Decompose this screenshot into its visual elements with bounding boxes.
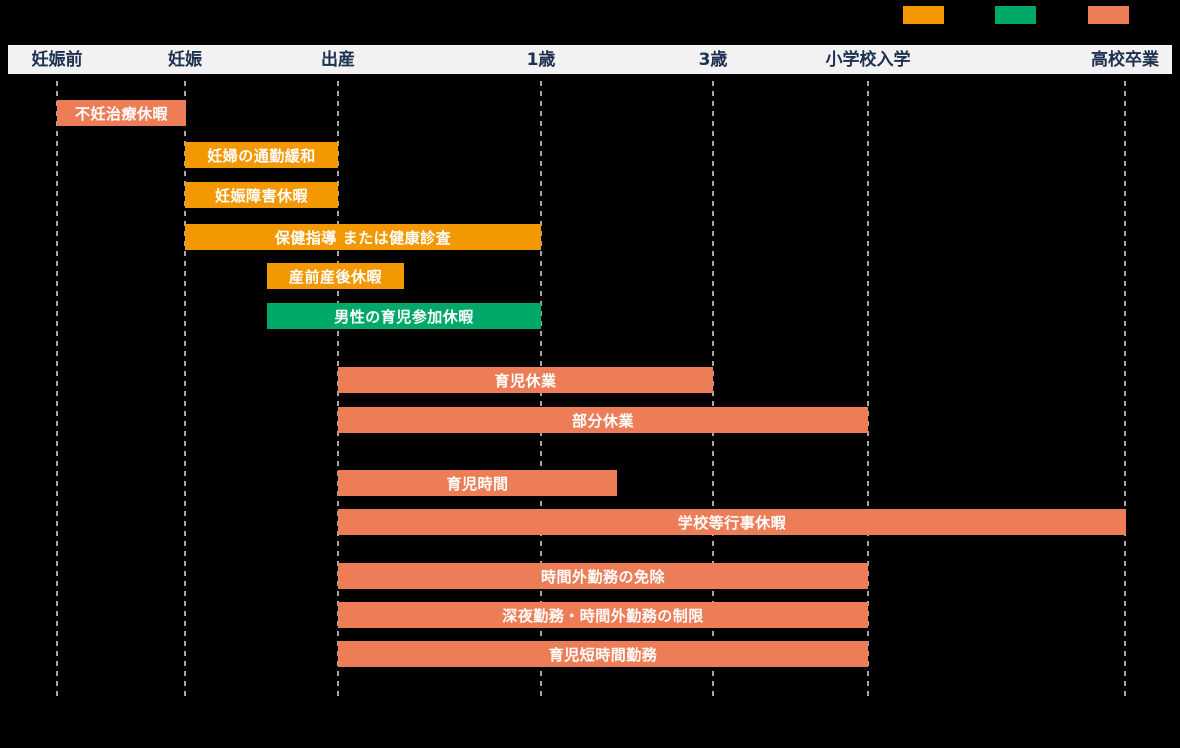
bar-4: 産前産後休暇 xyxy=(267,263,404,289)
bar-6: 育児休業 xyxy=(338,367,713,393)
bar-label: 部分休業 xyxy=(571,411,634,430)
milestone-label-6: 高校卒業 xyxy=(1091,49,1159,70)
milestone-label-5: 小学校入学 xyxy=(825,49,911,70)
bar-5: 男性の育児参加休暇 xyxy=(267,303,541,329)
grid-line-4 xyxy=(712,81,714,696)
milestone-label-1: 妊娠 xyxy=(168,49,202,70)
legend-green-swatch xyxy=(995,6,1036,24)
bar-label: 妊娠障害休暇 xyxy=(214,186,308,205)
legend-salmon-swatch xyxy=(1088,6,1129,24)
bar-label: 育児休業 xyxy=(494,371,557,390)
bar-label: 保健指導 または健康診査 xyxy=(274,228,452,247)
bar-label: 妊婦の通勤緩和 xyxy=(207,146,316,165)
bar-3: 保健指導 または健康診査 xyxy=(185,224,541,250)
bar-2: 妊娠障害休暇 xyxy=(185,182,338,208)
bar-label: 不妊治療休暇 xyxy=(74,104,168,123)
milestone-label-3: 1歳 xyxy=(526,49,556,70)
bar-label: 男性の育児参加休暇 xyxy=(334,307,474,326)
bar-label: 学校等行事休暇 xyxy=(677,513,787,532)
milestone-label-0: 妊娠前 xyxy=(31,49,83,70)
bar-label: 深夜勤務・時間外勤務の制限 xyxy=(502,606,704,625)
milestone-label-4: 3歳 xyxy=(698,49,728,70)
bar-10: 時間外勤務の免除 xyxy=(338,563,868,589)
bar-8: 育児時間 xyxy=(338,470,617,496)
timeline-header: 妊娠前 妊娠 出産 1歳 3歳 小学校入学 高校卒業 xyxy=(8,45,1172,74)
grid-line-1 xyxy=(184,81,186,696)
bar-12: 育児短時間勤務 xyxy=(338,641,868,667)
bar-0: 不妊治療休暇 xyxy=(57,100,186,126)
bar-label: 育児時間 xyxy=(446,474,509,493)
legend-orange-swatch xyxy=(903,6,944,24)
bar-label: 育児短時間勤務 xyxy=(548,645,658,664)
grid-line-6 xyxy=(1124,81,1126,696)
bar-9: 学校等行事休暇 xyxy=(338,509,1126,535)
bar-1: 妊婦の通勤緩和 xyxy=(185,142,338,168)
grid-line-5 xyxy=(867,81,869,696)
bar-11: 深夜勤務・時間外勤務の制限 xyxy=(338,602,868,628)
bar-label: 産前産後休暇 xyxy=(288,267,382,286)
milestone-label-2: 出産 xyxy=(321,49,355,70)
bar-label: 時間外勤務の免除 xyxy=(540,567,665,586)
grid-line-0 xyxy=(56,81,58,696)
bar-7: 部分休業 xyxy=(338,407,868,433)
